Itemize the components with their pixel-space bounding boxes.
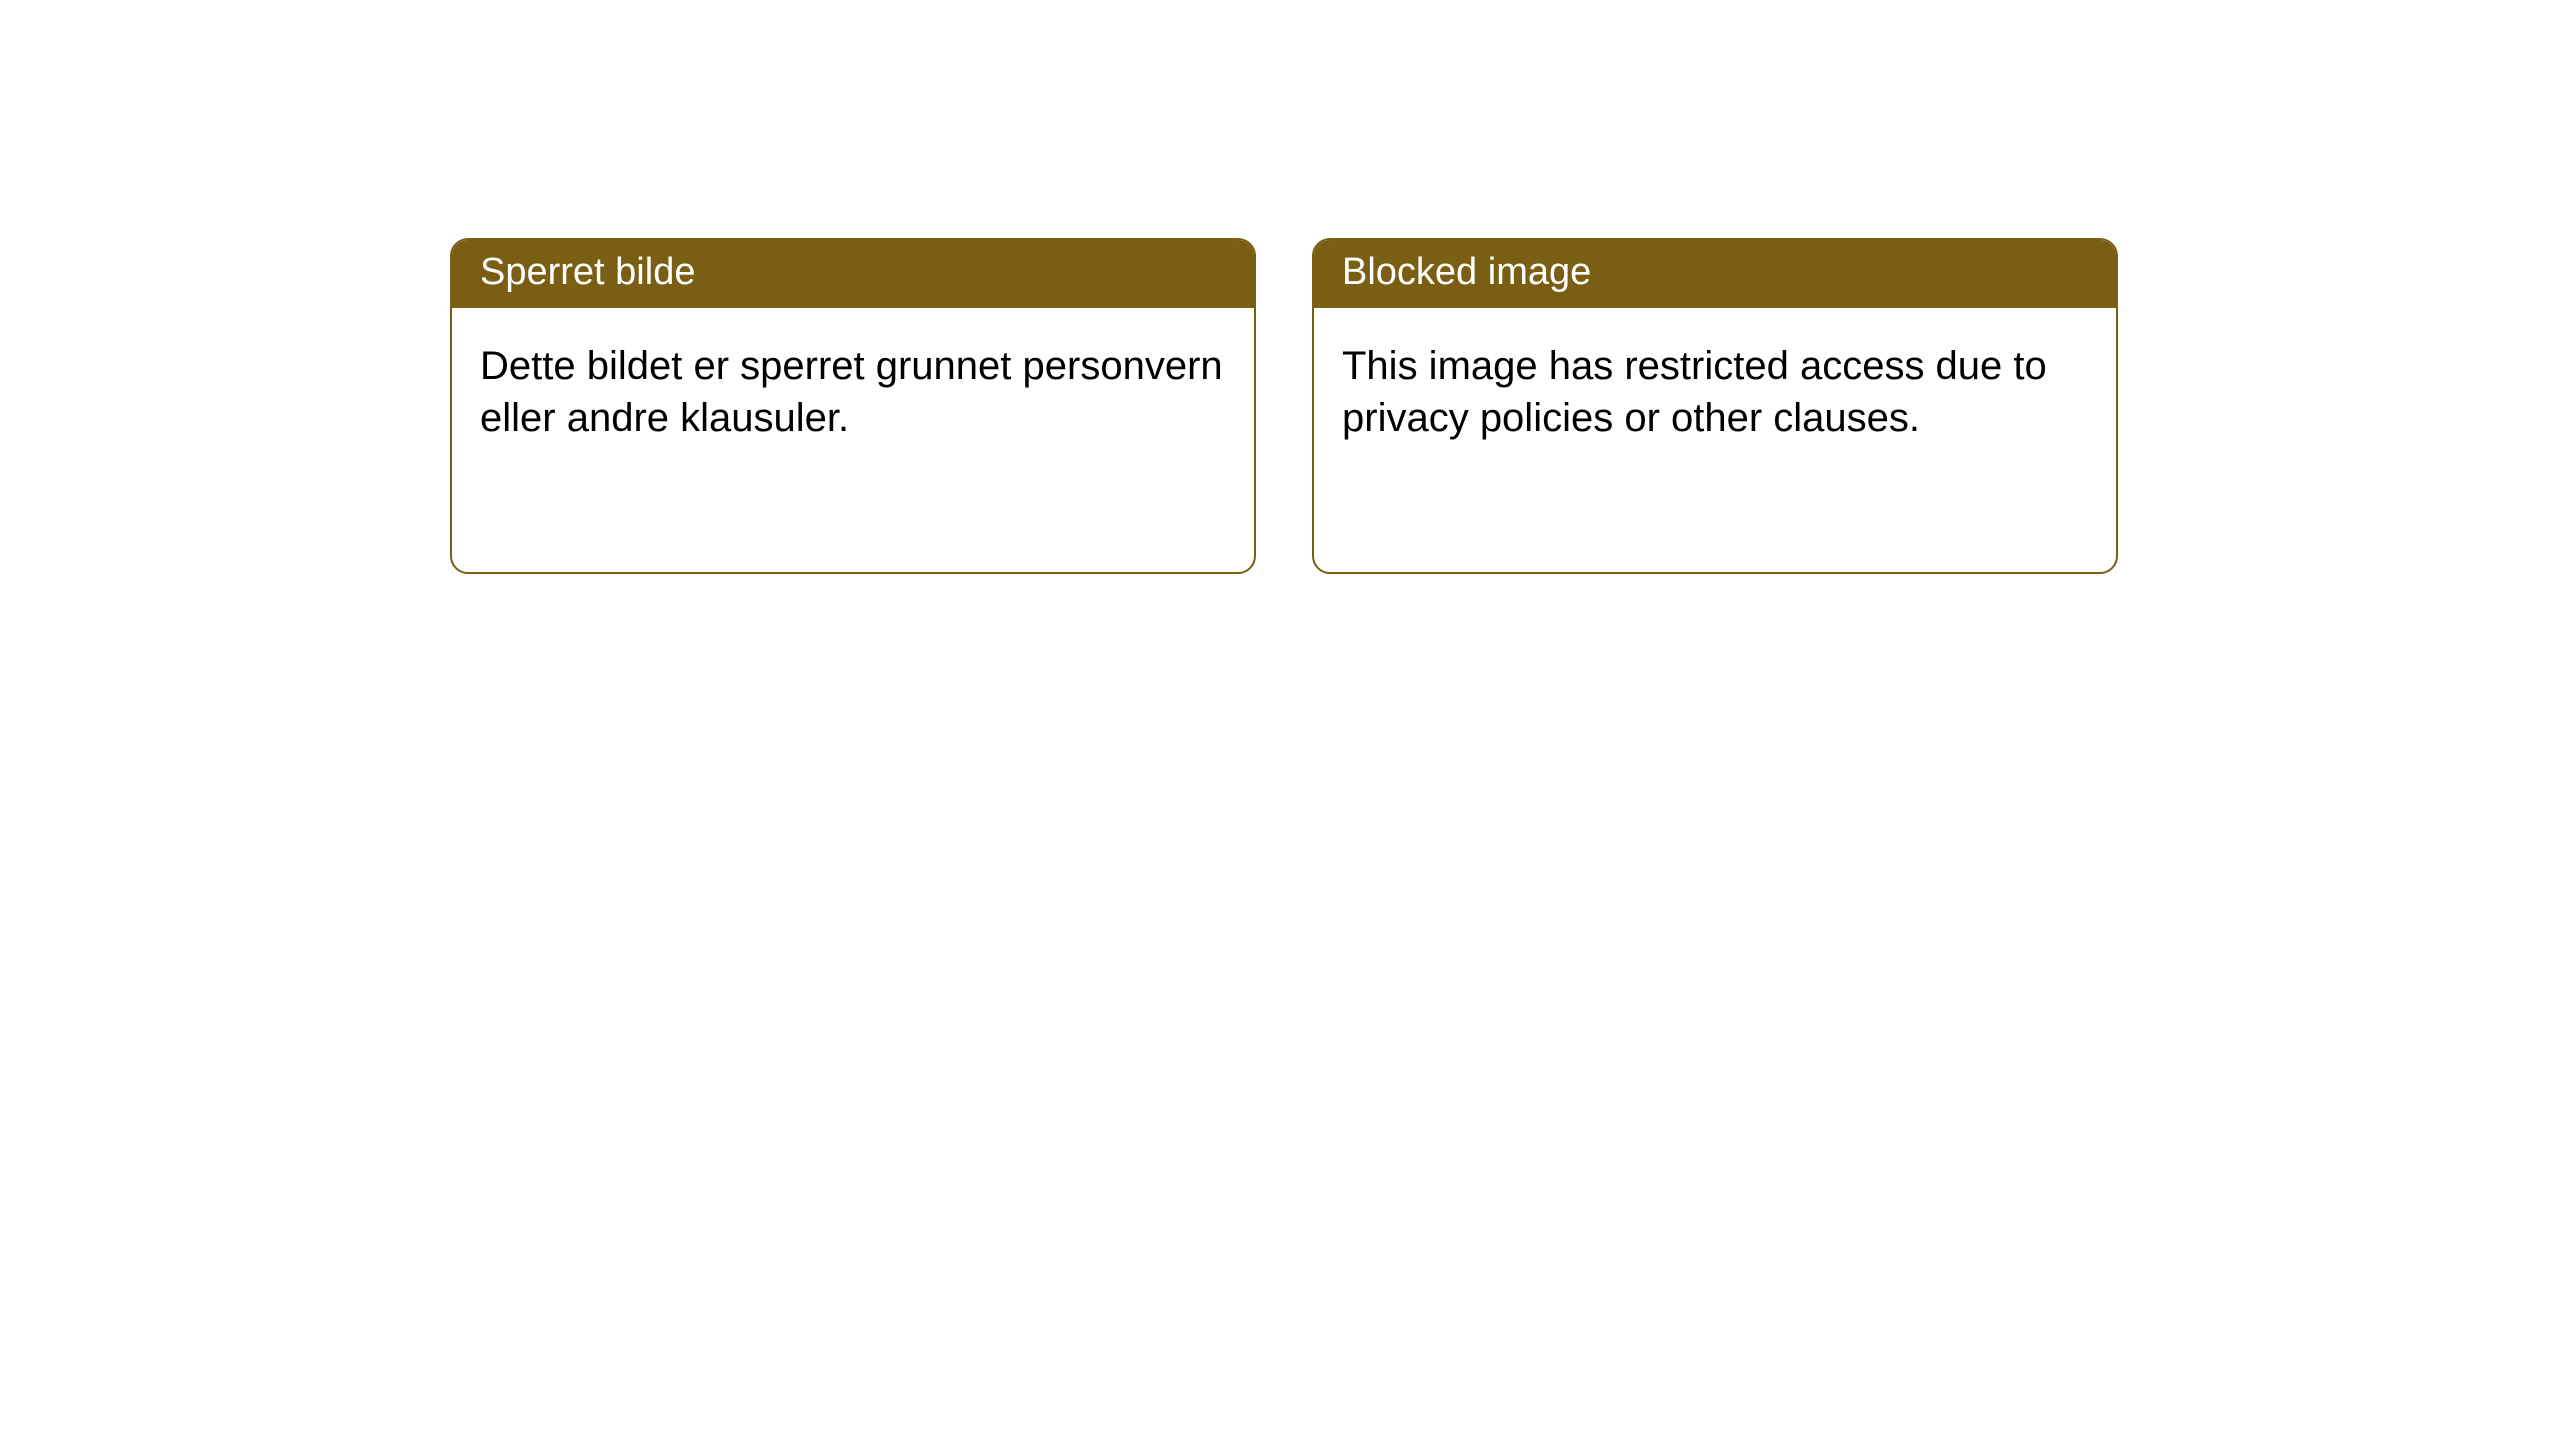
notice-card-norwegian: Sperret bilde Dette bildet er sperret gr… bbox=[450, 238, 1256, 574]
notice-text: Dette bildet er sperret grunnet personve… bbox=[480, 344, 1223, 441]
notice-text: This image has restricted access due to … bbox=[1342, 344, 2047, 441]
notice-container: Sperret bilde Dette bildet er sperret gr… bbox=[0, 0, 2560, 574]
notice-header: Blocked image bbox=[1314, 240, 2116, 308]
notice-body: Dette bildet er sperret grunnet personve… bbox=[452, 308, 1254, 478]
notice-body: This image has restricted access due to … bbox=[1314, 308, 2116, 478]
notice-header: Sperret bilde bbox=[452, 240, 1254, 308]
notice-card-english: Blocked image This image has restricted … bbox=[1312, 238, 2118, 574]
notice-title: Sperret bilde bbox=[480, 251, 695, 293]
notice-title: Blocked image bbox=[1342, 251, 1591, 293]
